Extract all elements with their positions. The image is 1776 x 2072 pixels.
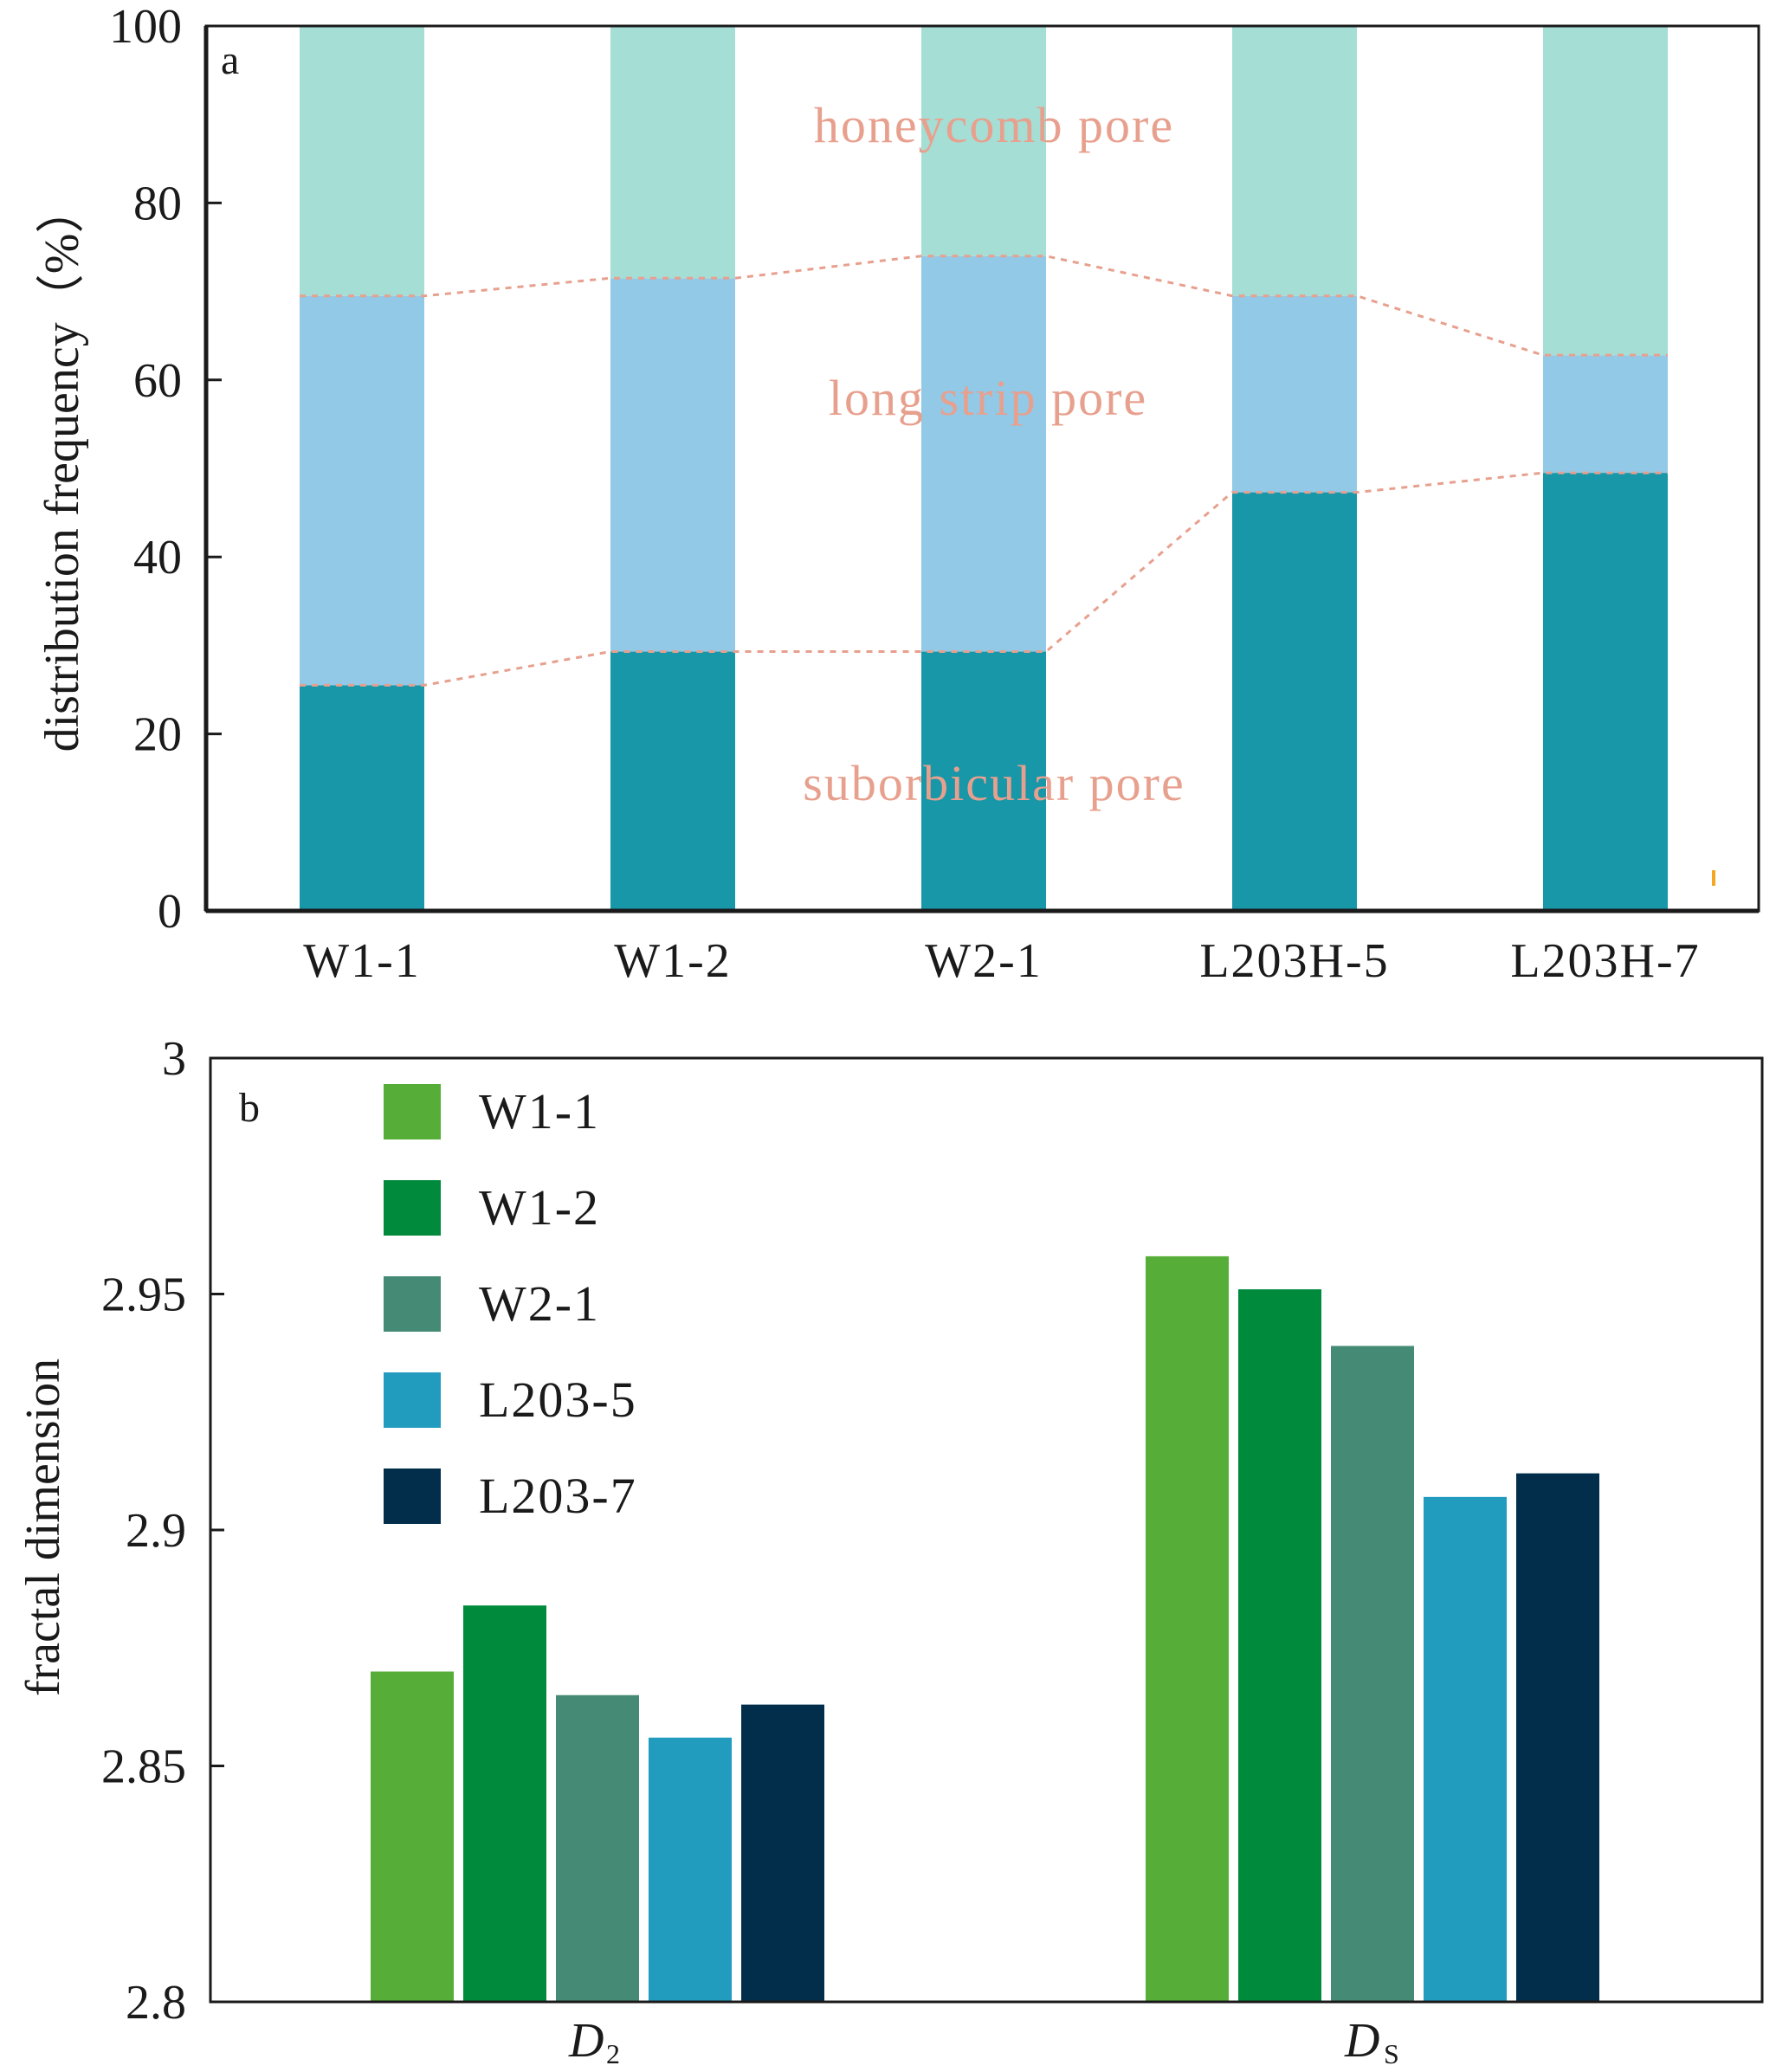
- bar-Ds-W1-2: [1238, 1289, 1321, 2002]
- x-label-ds-main: D: [1344, 2014, 1381, 2068]
- x-label-ds: D S: [1344, 2014, 1399, 2069]
- x-tick-label: L203H-7: [1510, 934, 1700, 988]
- y-tick-label: 100: [109, 0, 182, 54]
- region-label-long-strip: long strip pore: [829, 370, 1147, 426]
- legend-swatch: [384, 1084, 441, 1139]
- legend-label: W1-2: [479, 1179, 600, 1236]
- chart-b-y-ticks: 2.8 2.85 2.9 2.95 3: [101, 1032, 224, 2030]
- bar-W1-2-long-strip-pore: [610, 278, 735, 652]
- y-tick-label: 60: [133, 354, 182, 408]
- chart-a-region-labels: honeycomb pore long strip pore suborbicu…: [803, 97, 1185, 811]
- y-tick-label: 2.9: [126, 1504, 186, 1558]
- y-tick-label: 2.95: [101, 1268, 186, 1322]
- x-tick-label: W2-1: [925, 934, 1043, 988]
- chart-a-y-ticks: 0 20 40 60 80 100: [109, 0, 222, 939]
- legend-swatch: [384, 1180, 441, 1236]
- y-tick-label: 0: [158, 885, 182, 939]
- y-tick-label: 40: [133, 531, 182, 584]
- bar-L203H-5-long-strip-pore: [1232, 295, 1357, 493]
- chart-b-y-axis-title: fractal dimension: [16, 1359, 70, 1696]
- bar-W1-1-honeycomb-pore: [300, 26, 424, 296]
- region-label-suborbicular: suborbicular pore: [803, 755, 1185, 811]
- bar-L203H-5-honeycomb-pore: [1232, 26, 1357, 296]
- x-label-d2: D 2: [568, 2014, 620, 2069]
- chart-a: honeycomb pore long strip pore suborbicu…: [36, 0, 1760, 988]
- x-tick-label: W1-2: [614, 934, 732, 988]
- bar-D2-W1-2: [463, 1605, 546, 2002]
- y-tick-label: 80: [133, 177, 182, 230]
- legend-label: W1-1: [479, 1083, 600, 1139]
- chart-a-axes: [203, 24, 1760, 913]
- bar-W1-2-honeycomb-pore: [610, 26, 735, 279]
- chart-a-y-axis-title: distribution frequency（%）: [36, 185, 89, 752]
- y-tick-label: 3: [162, 1032, 186, 1086]
- bar-D2-L203-7: [741, 1704, 824, 2002]
- chart-b-panel-label: b: [239, 1085, 260, 1131]
- bar-W1-2-suborbicular-pore: [610, 651, 735, 911]
- bar-W1-1-long-strip-pore: [300, 295, 424, 686]
- bar-W2-1-suborbicular-pore: [921, 651, 1046, 911]
- bar-D2-W2-1: [556, 1694, 639, 2002]
- bar-Ds-L203-5: [1424, 1496, 1507, 2002]
- region-label-honeycomb: honeycomb pore: [814, 97, 1174, 153]
- x-label-d2-main: D: [568, 2014, 605, 2068]
- legend-swatch: [384, 1372, 441, 1428]
- bar-L203H-7-long-strip-pore: [1543, 355, 1668, 474]
- x-tick-label: W1-1: [303, 934, 421, 988]
- bar-Ds-W1-1: [1146, 1255, 1229, 2002]
- x-label-d2-sub: 2: [606, 2038, 620, 2069]
- bar-W2-1-honeycomb-pore: [921, 26, 1046, 256]
- chart-a-x-labels: W1-1 W1-2 W2-1 L203H-5 L203H-7: [303, 934, 1700, 988]
- chart-a-plot-area: [300, 26, 1668, 911]
- bar-W2-1-long-strip-pore: [921, 255, 1046, 652]
- y-tick-label: 2.8: [126, 1976, 186, 2030]
- legend-label: L203-7: [479, 1468, 637, 1524]
- legend-label: W2-1: [479, 1275, 600, 1332]
- chart-b-x-labels: D 2 D S: [568, 2014, 1399, 2069]
- bar-D2-L203-5: [649, 1737, 732, 2002]
- bar-W1-1-suborbicular-pore: [300, 685, 424, 911]
- y-tick-label: 20: [133, 708, 182, 762]
- chart-b-bars: [371, 1255, 1599, 2002]
- bar-L203H-5-suborbicular-pore: [1232, 492, 1357, 911]
- y-tick-label: 2.85: [101, 1740, 186, 1794]
- bar-L203H-7-honeycomb-pore: [1543, 26, 1668, 356]
- x-tick-label: L203H-5: [1199, 934, 1389, 988]
- stray-mark: [1712, 870, 1715, 886]
- bar-Ds-L203-7: [1516, 1473, 1599, 2002]
- legend-swatch: [384, 1276, 441, 1332]
- chart-b: 2.8 2.85 2.9 2.95 3 D 2 D S W1-1 W1-2 W2-1 L203…: [16, 1032, 1764, 2069]
- x-label-ds-sub: S: [1384, 2038, 1399, 2069]
- legend-label: L203-5: [479, 1372, 637, 1428]
- chart-a-connectors: [300, 255, 1668, 687]
- chart-b-legend: W1-1 W1-2 W2-1 L203-5 L203-7: [384, 1083, 637, 1524]
- bar-L203H-7-suborbicular-pore: [1543, 473, 1668, 911]
- connector-line-1: [300, 471, 1668, 687]
- bar-Ds-W2-1: [1331, 1346, 1414, 2002]
- chart-b-frame: [209, 1056, 1764, 2004]
- bar-D2-W1-1: [371, 1671, 454, 2002]
- legend-swatch: [384, 1468, 441, 1524]
- chart-a-panel-label: a: [221, 37, 239, 83]
